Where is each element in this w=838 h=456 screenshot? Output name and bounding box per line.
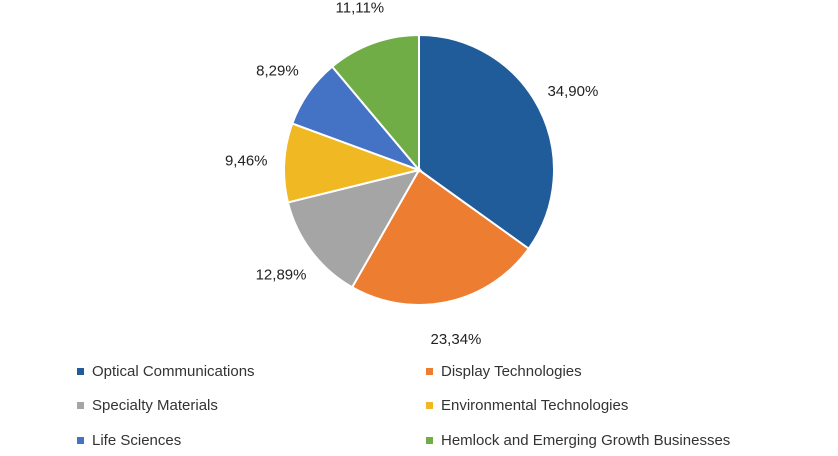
legend-item-specialty-materials: Specialty Materials (77, 394, 218, 416)
data-label-optical-communications: 34,90% (547, 83, 598, 100)
legend-label-optical-communications: Optical Communications (92, 362, 255, 380)
data-label-life-sciences: 8,29% (256, 63, 299, 80)
legend-item-display-technologies: Display Technologies (426, 360, 582, 382)
pie-slice-display-technologies (350, 168, 531, 306)
data-label-display-technologies: 23,34% (431, 331, 482, 348)
legend-swatch-life-sciences (77, 436, 84, 444)
legend-label-hemlock-and-emerging-growth-businesses: Hemlock and Emerging Growth Businesses (441, 431, 731, 449)
legend-item-environmental-technologies: Environmental Technologies (426, 394, 628, 416)
legend-label-life-sciences: Life Sciences (92, 431, 182, 449)
legend-item-optical-communications: Optical Communications (77, 360, 255, 382)
legend-label-display-technologies: Display Technologies (441, 362, 582, 380)
legend: Optical Communications Display Technolog… (0, 356, 838, 456)
pie-slices (283, 33, 555, 306)
pie-slice-environmental-technologies (283, 122, 423, 204)
legend-label-environmental-technologies: Environmental Technologies (441, 396, 629, 414)
data-label-hemlock-and-emerging-growth-businesses: 11,11% (336, 0, 385, 16)
legend-swatch-hemlock-and-emerging-growth-businesses (426, 436, 433, 444)
legend-swatch-optical-communications (77, 367, 84, 375)
legend-label-specialty-materials: Specialty Materials (92, 396, 218, 414)
legend-item-life-sciences: Life Sciences (77, 429, 181, 451)
data-label-specialty-materials: 12,89% (256, 266, 307, 283)
data-label-environmental-technologies: 9,46% (225, 153, 268, 170)
data-labels: 34,90% 23,34% 12,89% 9,46% 8,29% 11,11% (225, 0, 598, 348)
legend-swatch-display-technologies (426, 367, 433, 375)
pie-slice-optical-communications (418, 33, 555, 251)
pie-slice-hemlock-and-emerging-growth-businesses (330, 33, 420, 173)
legend-item-hemlock-and-emerging-growth-businesses: Hemlock and Emerging Growth Businesses (426, 429, 730, 451)
legend-swatch-environmental-technologies (426, 401, 433, 409)
legend-swatch-specialty-materials (77, 401, 84, 409)
pie-slice-specialty-materials (286, 168, 422, 289)
